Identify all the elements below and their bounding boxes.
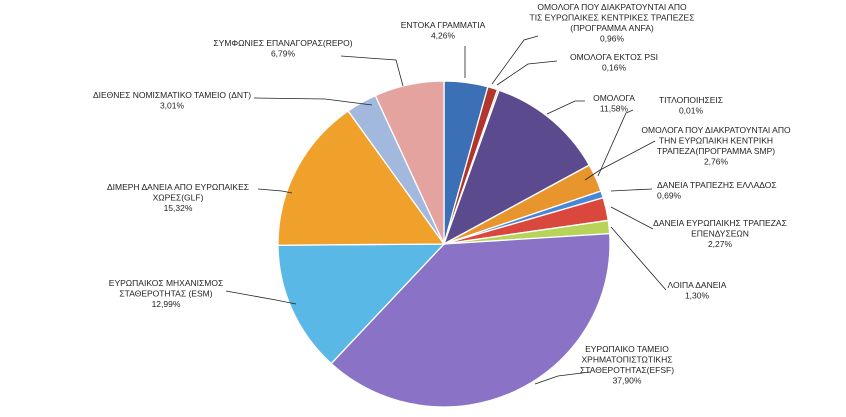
slice-name-label: ΛΟΙΠΑ ΔΑΝΕΙΑ <box>668 280 727 290</box>
label-leader-line <box>225 290 297 305</box>
slice-label: ΔΙΜΕΡΗ ΔΑΝΕΙΑ ΑΠΟ ΕΥΡΩΠΑΙΚΕΣ ΧΩΡΕΣ(GLF) 15… <box>107 182 249 213</box>
label-leader-line <box>534 371 591 385</box>
slice-name-label: ΟΜΟΛΟΓΑ ΠΟΥ ΔΙΑΚΡΑΤΟΥΝΤΑΙ ΑΠΟ <box>641 125 791 135</box>
slice-label: ΟΜΟΛΟΓΑ ΠΟΥ ΔΙΑΚΡΑΤΟΥΝΤΑΙ ΑΠΟ ΤΗΝ ΕΥΡΩΠΑΙ… <box>641 125 791 167</box>
slice-name-label: (ΠΡΟΓΡΑΜΜΑ ANFA) <box>570 23 654 33</box>
label-leader-line <box>257 188 293 194</box>
slice-label: ΔΑΝΕΙΑ ΕΥΡΩΠΑΙΚΗΣ ΤΡΑΠΕΖΑΣ ΕΠΕΝΔΥΣΕΩΝ 2,27… <box>653 218 787 249</box>
slice-name-label: ΔΑΝΕΙΑ ΤΡΑΠΕΖΗΣ ΕΛΛΑΔΟΣ <box>657 180 777 190</box>
pie-slice <box>374 80 445 245</box>
slice-name-label: ΕΥΡΩΠΑΙΚΟΣ ΜΗΧΑΝΙΣΜΟΣ <box>109 278 223 288</box>
pie-slice <box>442 89 591 246</box>
slice-name-label: ΤΡΑΠΕΖΑ(ΠΡΟΓΡΑΜΜΑ SMP) <box>657 146 775 156</box>
label-leader-line <box>610 188 653 192</box>
slice-name-label: ΧΩΡΕΣ(GLF) <box>153 193 204 203</box>
slice-value-label: 15,32% <box>164 203 193 213</box>
slice-value-label: 0,96% <box>600 34 625 44</box>
slice-name-label: ΔΑΝΕΙΑ ΕΥΡΩΠΑΙΚΗΣ ΤΡΑΠΕΖΑΣ <box>653 218 787 228</box>
pie-slice <box>277 110 446 246</box>
label-leader-line <box>340 55 404 87</box>
slice-labels: ΕΝΤΟΚΑ ΓΡΑΜΜΑΤΙΑ 4,26% ΟΜΟΛΟΓΑ ΠΟΥ ΔΙΑΚΡΑΤ… <box>93 2 791 386</box>
label-leader-line <box>610 226 667 291</box>
slice-label: ΤΙΤΛΟΠΟΙΗΣΕΙΣ 0,01% <box>659 95 723 116</box>
slice-value-label: 4,26% <box>431 31 456 41</box>
slice-label: ΕΥΡΩΠΑΙΚΟΣ ΜΗΧΑΝΙΣΜΟΣ ΣΤΑΘΕΡΟΤΗΤΑΣ (ESM) 1… <box>109 278 223 309</box>
slice-value-label: 0,01% <box>679 106 704 116</box>
slice-name-label: ΟΜΟΛΟΓΑ ΕΚΤΟΣ PSI <box>570 52 658 62</box>
slice-name-label: ΕΝΤΟΚΑ ΓΡΑΜΜΑΤΙΑ <box>401 20 486 30</box>
slice-name-label: ΤΙΣ ΕΥΡΩΠΑΙΚΕΣ ΚΕΝΤΡΙΚΕΣ ΤΡΑΠΕΖΕΣ <box>530 13 695 23</box>
label-leader-line <box>546 100 585 115</box>
slice-value-label: 11,58% <box>600 104 629 114</box>
slice-value-label: 0,69% <box>657 191 682 201</box>
slice-name-label: ΔΙΜΕΡΗ ΔΑΝΕΙΑ ΑΠΟ ΕΥΡΩΠΑΙΚΕΣ <box>107 182 249 192</box>
label-leader-line <box>610 206 654 230</box>
slice-name-label: ΤΗΝ ΕΥΡΩΠΑΙΚΗ ΚΕΝΤΡΙΚΗ <box>659 136 773 146</box>
slice-value-label: 3,01% <box>160 101 185 111</box>
slice-label: ΔΙΕΘΝΕΣ ΝΟΜΙΣΜΑΤΙΚΟ ΤΑΜΕΙΟ (ΔΝΤ) 3,01% <box>93 90 251 111</box>
slice-value-label: 37,90% <box>613 376 642 386</box>
slice-label: ΟΜΟΛΟΓΑ ΠΟΥ ΔΙΑΚΡΑΤΟΥΝΤΑΙ ΑΠΟ ΤΙΣ ΕΥΡΩΠΑΙ… <box>530 2 695 44</box>
slice-name-label: ΟΜΟΛΟΓΑ ΠΟΥ ΔΙΑΚΡΑΤΟΥΝΤΑΙ ΑΠΟ <box>537 2 687 12</box>
slice-value-label: 2,76% <box>704 157 729 167</box>
slice-label: ΕΝΤΟΚΑ ΓΡΑΜΜΑΤΙΑ 4,26% <box>401 20 486 41</box>
slice-name-label: ΤΙΤΛΟΠΟΙΗΣΕΙΣ <box>659 95 723 105</box>
slice-value-label: 0,16% <box>602 63 627 73</box>
slice-name-label: ΧΡΗΜΑΤΟΠΙΣΤΩΤΙΚΗΣ <box>581 355 672 365</box>
label-leader-line <box>253 97 373 106</box>
label-leader-line <box>584 140 656 181</box>
slice-value-label: 2,27% <box>708 239 733 249</box>
slice-name-label: ΟΜΟΛΟΓΑ <box>593 93 635 103</box>
slice-name-label: ΕΥΡΩΠΑΙΚΟ ΤΑΜΕΙΟ <box>585 344 669 354</box>
slice-value-label: 6,79% <box>271 49 296 59</box>
label-leader-line <box>491 35 539 85</box>
slice-name-label: ΣΤΑΘΕΡΟΤΗΤΑΣ(EFSF) <box>580 365 674 375</box>
slice-name-label: ΕΠΕΝΔΥΣΕΩΝ <box>691 229 749 239</box>
slice-value-label: 1,30% <box>685 291 710 301</box>
slice-name-label: ΣΤΑΘΕΡΟΤΗΤΑΣ (ESM) <box>119 289 212 299</box>
slice-label: ΔΑΝΕΙΑ ΤΡΑΠΕΖΗΣ ΕΛΛΑΔΟΣ 0,69% <box>657 180 777 201</box>
slice-label: ΟΜΟΛΟΓΑ 11,58% <box>593 93 635 114</box>
label-leader-line <box>496 60 558 86</box>
pie-slice <box>330 232 611 408</box>
pie-slice <box>277 243 446 365</box>
pie-slices <box>277 80 611 408</box>
slice-value-label: 12,99% <box>152 299 181 309</box>
slice-label: ΟΜΟΛΟΓΑ ΕΚΤΟΣ PSI 0,16% <box>570 52 658 73</box>
slice-label: ΣΥΜΦΩΝΙΕΣ ΕΠΑΝΑΓΟΡΑΣ(REPO) 6,79% <box>213 38 352 59</box>
slice-label: ΛΟΙΠΑ ΔΑΝΕΙΑ 1,30% <box>668 280 727 301</box>
slice-label: ΕΥΡΩΠΑΙΚΟ ΤΑΜΕΙΟ ΧΡΗΜΑΤΟΠΙΣΤΩΤΙΚΗΣ ΣΤΑΘΕΡΟ… <box>580 344 674 386</box>
slice-name-label: ΔΙΕΘΝΕΣ ΝΟΜΙΣΜΑΤΙΚΟ ΤΑΜΕΙΟ (ΔΝΤ) <box>93 90 251 100</box>
slice-name-label: ΣΥΜΦΩΝΙΕΣ ΕΠΑΝΑΓΟΡΑΣ(REPO) <box>213 38 352 48</box>
label-leader-line <box>597 109 634 177</box>
